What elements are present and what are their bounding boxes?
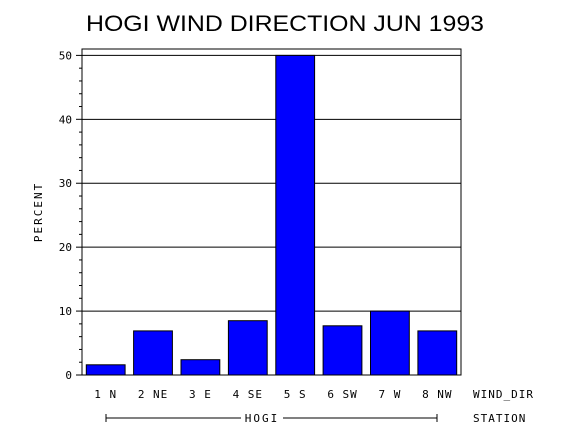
station-bracket: [105, 414, 438, 422]
x-tick-label: 4 SE: [233, 388, 264, 401]
chart-title: HOGI WIND DIRECTION JUN 1993: [86, 11, 484, 36]
bar-8-nw: [417, 330, 458, 376]
x-tick-label: 6 SW: [327, 388, 358, 401]
bar-5-s: [275, 54, 316, 376]
x-tick-label: 2 NE: [138, 388, 169, 401]
y-axis-label: PERCENT: [32, 182, 45, 242]
y-tick-label: 20: [59, 241, 72, 254]
bar-1-n: [85, 364, 126, 376]
bar-4-se: [227, 320, 268, 376]
gridlines: [82, 54, 461, 312]
bar-6-sw: [322, 325, 363, 376]
x-axis-label: WIND_DIR: [473, 388, 534, 401]
x-axis: 1 N 2 NE 3 E 4 SE 5 S 6 SW 7 W 8 NW: [94, 388, 453, 401]
y-tick-label: 10: [59, 305, 72, 318]
bar-2-ne: [133, 330, 173, 376]
x-tick-label: 5 S: [284, 388, 307, 401]
group-axis-label: STATION: [473, 412, 526, 425]
x-tick-label: 8 NW: [422, 388, 453, 401]
bar-series: [85, 54, 458, 376]
y-tick-label: 0: [65, 369, 72, 382]
bar-3-e: [180, 359, 221, 376]
group-label: HOGI: [245, 412, 280, 425]
x-tick-label: 3 E: [189, 388, 212, 401]
y-tick-label: 50: [59, 49, 72, 62]
x-tick-label: 1 N: [94, 388, 117, 401]
y-tick-label: 30: [59, 177, 72, 190]
y-axis: 0 10 20 30 40 50: [59, 49, 82, 382]
bar-7-w: [370, 310, 410, 376]
y-tick-label: 40: [59, 113, 72, 126]
plot-frame: [81, 48, 462, 376]
x-tick-label: 7 W: [379, 388, 402, 401]
